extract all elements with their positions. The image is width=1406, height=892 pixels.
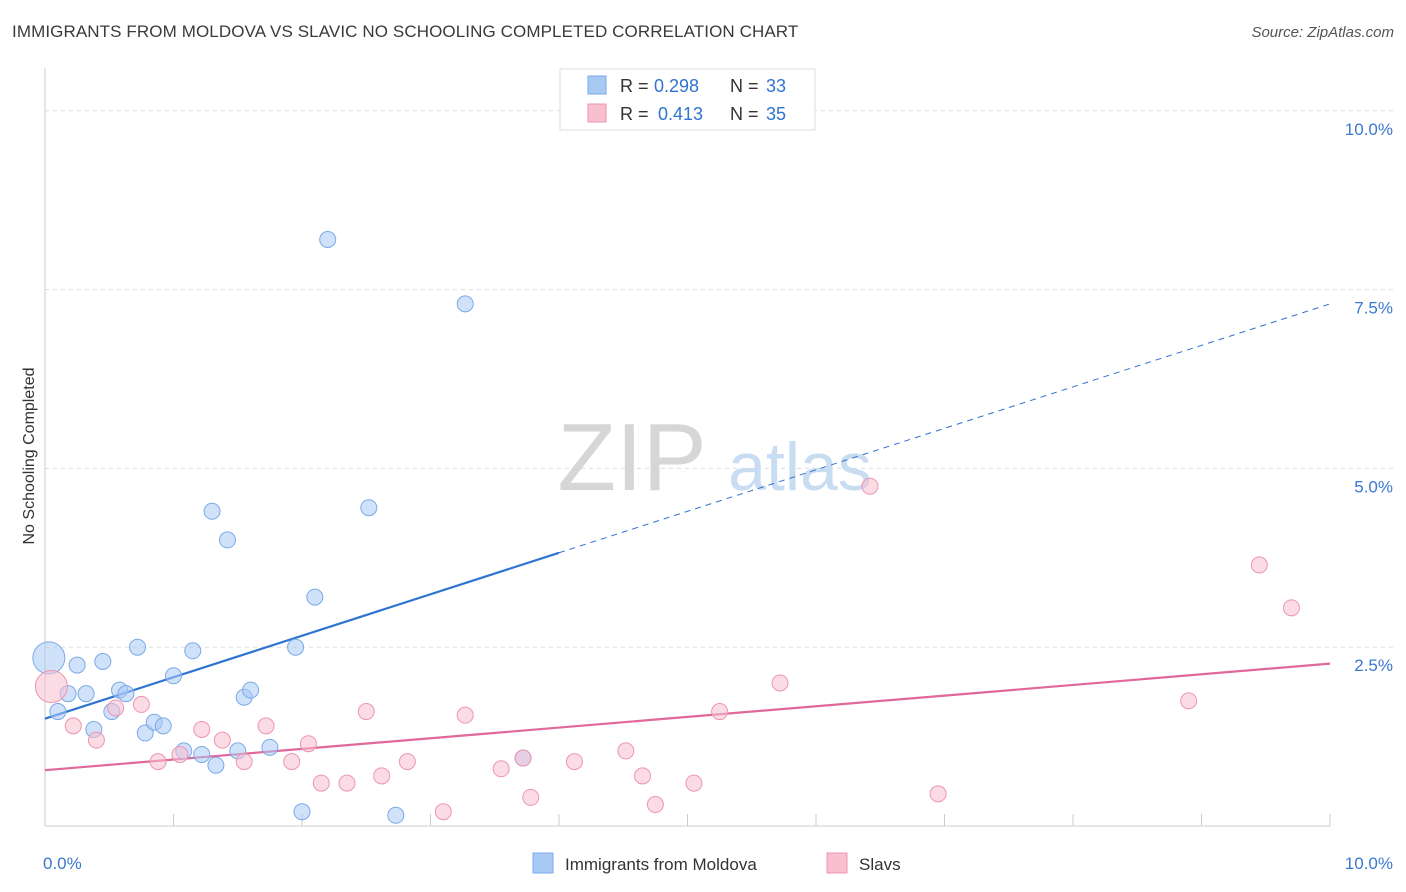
y-tick-label-3: 10.0%	[1345, 120, 1393, 139]
point-slavs-1	[64, 717, 82, 735]
point-slavs-9	[235, 753, 253, 771]
legend-swatch-moldova	[587, 75, 607, 95]
point-slavs-4	[132, 695, 150, 713]
point-moldova-10	[129, 638, 147, 656]
y-tick-label-0: 2.5%	[1354, 656, 1393, 675]
legend-n-label-2: N =	[730, 104, 759, 124]
series-legend: Immigrants from Moldova Slavs	[532, 852, 901, 874]
point-moldova-0	[32, 641, 66, 675]
point-slavs-5	[149, 753, 167, 771]
point-moldova-18	[203, 502, 221, 520]
legend-bottom-label-slavs: Slavs	[859, 855, 901, 874]
point-moldova-25	[287, 638, 305, 656]
point-moldova-30	[387, 806, 405, 824]
point-slavs-21	[514, 749, 532, 767]
point-slavs-27	[685, 774, 703, 792]
point-slavs-11	[283, 753, 301, 771]
point-slavs-30	[861, 477, 879, 495]
point-slavs-31	[929, 785, 947, 803]
point-slavs-16	[373, 767, 391, 785]
x-tick-label-1: 10.0%	[1345, 854, 1393, 873]
legend-bottom-label-moldova: Immigrants from Moldova	[565, 855, 757, 874]
point-slavs-34	[1282, 599, 1300, 617]
gridlines	[45, 110, 1395, 648]
point-slavs-19	[456, 706, 474, 724]
point-slavs-15	[357, 703, 375, 721]
point-slavs-28	[711, 703, 729, 721]
point-moldova-1	[49, 703, 67, 721]
point-moldova-23	[242, 681, 260, 699]
point-slavs-18	[434, 803, 452, 821]
legend-r-value-1: 0.298	[654, 76, 699, 96]
point-slavs-8	[213, 731, 231, 749]
point-moldova-27	[306, 588, 324, 606]
point-slavs-2	[87, 731, 105, 749]
y-tick-label-1: 5.0%	[1354, 477, 1393, 496]
y-tick-label-2: 7.5%	[1354, 299, 1393, 318]
chart-source: Source: ZipAtlas.com	[1251, 24, 1394, 41]
point-slavs-6	[171, 745, 189, 763]
point-moldova-31	[456, 295, 474, 313]
x-tick-label-0: 0.0%	[43, 854, 82, 873]
point-moldova-6	[94, 652, 112, 670]
point-slavs-0	[34, 670, 68, 704]
point-slavs-26	[646, 796, 664, 814]
trend-line-dashed-0	[558, 303, 1331, 554]
point-slavs-29	[771, 674, 789, 692]
point-slavs-32	[1180, 692, 1198, 710]
watermark-atlas: atlas	[728, 429, 872, 505]
legend-r-label-2: R =	[620, 104, 649, 124]
point-moldova-3	[68, 656, 86, 674]
legend-r-label-1: R =	[620, 76, 649, 96]
y-axis-label: No Schooling Completed	[21, 368, 38, 545]
point-slavs-3	[107, 699, 125, 717]
point-slavs-10	[257, 717, 275, 735]
point-slavs-22	[522, 788, 540, 806]
legend-r-value-2: 0.413	[658, 104, 703, 124]
point-moldova-9	[117, 685, 135, 703]
point-moldova-28	[319, 231, 337, 249]
point-slavs-7	[193, 720, 211, 738]
point-slavs-17	[398, 753, 416, 771]
point-slavs-13	[312, 774, 330, 792]
tick-labels: 0.0% 10.0% 2.5% 5.0% 7.5% 10.0%	[43, 120, 1393, 873]
point-slavs-24	[617, 742, 635, 760]
watermark: ZIP atlas	[557, 404, 871, 511]
legend-bottom-swatch-moldova	[532, 852, 554, 874]
point-slavs-23	[565, 753, 583, 771]
point-moldova-24	[261, 738, 279, 756]
point-moldova-13	[154, 717, 172, 735]
point-slavs-33	[1250, 556, 1268, 574]
point-slavs-14	[338, 774, 356, 792]
point-moldova-16	[184, 642, 202, 660]
trend-line-1	[44, 662, 1331, 772]
stats-legend: R = 0.298 N = 33 R = 0.413 N = 35	[559, 68, 816, 131]
point-slavs-25	[634, 767, 652, 785]
point-moldova-29	[360, 499, 378, 517]
point-moldova-19	[207, 756, 225, 774]
watermark-zip: ZIP	[557, 404, 706, 511]
chart-title: IMMIGRANTS FROM MOLDOVA VS SLAVIC NO SCH…	[12, 22, 799, 41]
legend-swatch-slavs	[587, 103, 607, 123]
data-points	[32, 231, 1300, 824]
legend-n-value-2: 35	[766, 104, 786, 124]
legend-bottom-swatch-slavs	[826, 852, 848, 874]
point-slavs-12	[299, 735, 317, 753]
legend-n-value-1: 33	[766, 76, 786, 96]
point-slavs-20	[492, 760, 510, 778]
point-moldova-17	[193, 745, 211, 763]
point-moldova-20	[218, 531, 236, 549]
point-moldova-4	[77, 685, 95, 703]
legend-n-label-1: N =	[730, 76, 759, 96]
point-moldova-26	[293, 803, 311, 821]
point-moldova-14	[165, 667, 182, 685]
